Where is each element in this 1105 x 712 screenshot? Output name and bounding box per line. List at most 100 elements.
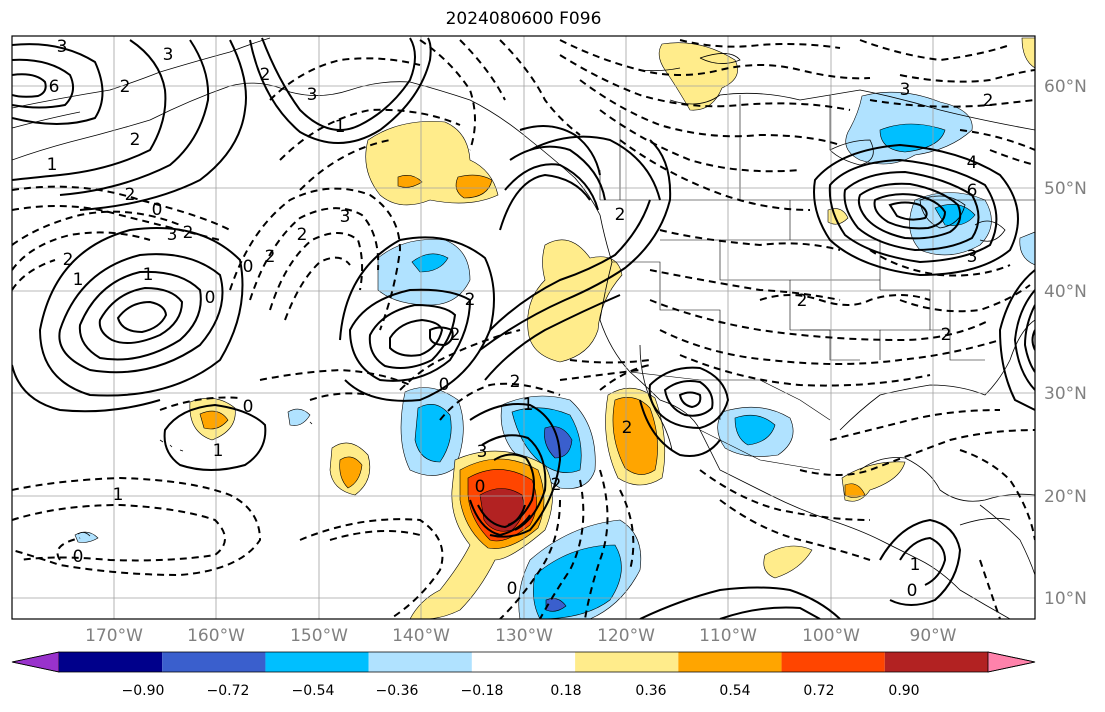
contour-label: 3 xyxy=(163,45,174,65)
contour-label: 1 xyxy=(47,155,58,175)
shade-california-pos xyxy=(527,239,623,363)
colorbar-tick: 0.36 xyxy=(635,683,667,699)
contour-label: 3 xyxy=(340,207,351,227)
contour-label: 4 xyxy=(967,153,978,173)
lat-label: 40°N xyxy=(1044,282,1087,302)
contour-label: 2 xyxy=(265,247,276,267)
lat-label: 10°N xyxy=(1044,589,1087,609)
contour-label: 3 xyxy=(967,247,978,267)
contour-label: 2 xyxy=(125,185,136,205)
contour-label: 1 xyxy=(143,265,154,285)
contour-label: 0 xyxy=(439,375,450,395)
map-title: 2024080600 F096 xyxy=(445,9,602,29)
contour-label: 2 xyxy=(465,290,476,310)
contour-label: 2 xyxy=(622,418,633,438)
shade-se-neg-deep xyxy=(545,598,567,612)
contour-labels: 3 6 2 1 2 3 1 2 3 2 0 1 2 1 3 2 2 0 3 2 … xyxy=(47,37,994,601)
colorbar xyxy=(11,651,1036,673)
contour-label: 2 xyxy=(120,77,131,97)
shade-pac-small-pos xyxy=(763,545,813,579)
colorbar-extend-high xyxy=(987,651,1036,673)
contour-label: 3 xyxy=(167,225,178,245)
contour-label: 2 xyxy=(63,250,74,270)
colorbar-swatch xyxy=(781,652,885,672)
lon-label: 140°W xyxy=(392,626,450,646)
contour-label: 6 xyxy=(49,77,60,97)
lon-label: 150°W xyxy=(290,626,348,646)
colorbar-swatch xyxy=(59,652,163,672)
contour-label: 1 xyxy=(523,395,534,415)
lon-label: 110°W xyxy=(699,626,757,646)
colorbar-swatch xyxy=(884,652,988,672)
lon-label: 90°W xyxy=(909,626,957,646)
contour-label: 2 xyxy=(183,223,194,243)
contour-label: 1 xyxy=(213,441,224,461)
lat-label: 20°N xyxy=(1044,487,1087,507)
negative-contours xyxy=(12,39,1035,619)
contour-label: 2 xyxy=(941,325,952,345)
political-borders xyxy=(599,95,1035,471)
lon-label: 160°W xyxy=(187,626,245,646)
colorbar-tick: −0.72 xyxy=(206,683,250,699)
shade-small-pos-2-core xyxy=(339,456,363,489)
shade-small-neg-1 xyxy=(287,408,311,426)
colorbar-tick: 0.72 xyxy=(803,683,835,699)
contour-label: 2 xyxy=(510,372,521,392)
contour-label: 2 xyxy=(450,325,461,345)
lon-label: 100°W xyxy=(802,626,860,646)
contour-label: 0 xyxy=(243,257,254,277)
colorbar-outline xyxy=(11,651,1036,673)
contour-label: 0 xyxy=(907,581,918,601)
lat-label: 50°N xyxy=(1044,179,1087,199)
contour-label: 2 xyxy=(551,475,562,495)
colorbar-swatch xyxy=(471,652,576,672)
contour-label: 0 xyxy=(152,200,163,220)
shade-alaska-pos2 xyxy=(1021,37,1035,69)
shade-ne-pacific-pos-core xyxy=(397,175,423,188)
contour-label: 0 xyxy=(243,397,254,417)
colorbar-swatch xyxy=(575,652,679,672)
map-frame xyxy=(11,35,1036,620)
shade-mexico-neg-core xyxy=(734,414,776,446)
contour-label: 1 xyxy=(113,485,124,505)
contour-label: 1 xyxy=(335,117,346,137)
colorbar-extend-low xyxy=(11,651,60,673)
contour-label: 2 xyxy=(130,130,141,150)
colorbar-tick: 0.54 xyxy=(719,683,751,699)
shaded-anomaly-fields xyxy=(74,37,1035,619)
contour-label: 3 xyxy=(477,442,488,462)
contour-label: 2 xyxy=(797,291,808,311)
shade-lakes-neg-core xyxy=(934,203,976,226)
contour-label: 0 xyxy=(205,288,216,308)
contour-label: 2 xyxy=(983,91,994,111)
contour-label: 2 xyxy=(260,65,271,85)
contour-label: 6 xyxy=(967,181,978,201)
shade-ne-pacific-pos-core2 xyxy=(455,174,493,199)
contour-label: 0 xyxy=(73,547,84,567)
colorbar-tick: −0.36 xyxy=(375,683,419,699)
lon-label: 170°W xyxy=(85,626,143,646)
contour-label: 2 xyxy=(615,205,626,225)
contour-label: 1 xyxy=(73,270,84,290)
positive-contours xyxy=(12,37,1035,619)
contour-label: 2 xyxy=(297,225,308,245)
contour-label: 0 xyxy=(507,579,518,599)
colorbar-tick: −0.54 xyxy=(291,683,335,699)
contour-label: 0 xyxy=(475,477,486,497)
colorbar-tick: −0.18 xyxy=(460,683,504,699)
lat-label: 60°N xyxy=(1044,77,1087,97)
contour-label: 1 xyxy=(910,555,921,575)
shade-cen-am-pos-core xyxy=(844,483,866,498)
lat-label: 30°N xyxy=(1044,384,1087,404)
colorbar-tick: 0.18 xyxy=(550,683,582,699)
colorbar-swatch xyxy=(368,652,472,672)
colorbar-swatch xyxy=(678,652,782,672)
map-panel xyxy=(12,36,1035,619)
contour-label: 3 xyxy=(900,80,911,100)
contour-label: 3 xyxy=(57,37,68,57)
lon-label: 130°W xyxy=(495,626,553,646)
shade-ec-neg xyxy=(1019,231,1035,266)
lon-label: 120°W xyxy=(597,626,655,646)
colorbar-tick: −0.90 xyxy=(121,683,165,699)
